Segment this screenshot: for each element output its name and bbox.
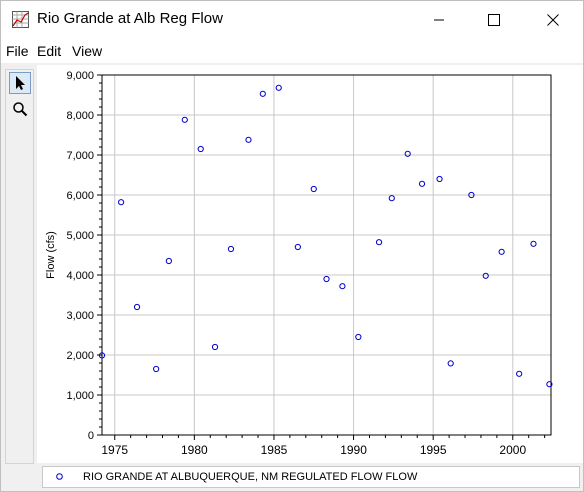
data-point [418, 180, 426, 187]
data-point [181, 116, 188, 123]
y-tick-label: 8,000 [66, 110, 94, 122]
y-tick-label: 0 [88, 430, 94, 442]
data-point [546, 381, 553, 388]
data-point [133, 303, 141, 311]
chart-app-icon [12, 11, 29, 28]
data-point [197, 145, 204, 153]
legend-marker-icon [56, 473, 63, 480]
arrow-pointer-icon [16, 76, 25, 90]
close-icon [547, 14, 559, 26]
data-point [436, 175, 443, 183]
y-tick-label: 9,000 [66, 70, 94, 82]
data-point [530, 240, 537, 247]
y-tick-label: 5,000 [66, 230, 94, 242]
data-point [482, 272, 489, 279]
scatter-chart[interactable]: 0 1,000 2,000 3,000 4,000 5,000 6,000 7,000 8,00… [37, 65, 583, 463]
data-point [98, 352, 106, 359]
legend: RIO GRANDE AT ALBUQUERQUE, NM REGULATED … [42, 466, 580, 488]
select-tool-button[interactable] [9, 72, 31, 94]
x-tick-label: 1980 [181, 443, 208, 457]
data-point [355, 333, 362, 341]
minimize-icon [434, 19, 444, 21]
legend-label: RIO GRANDE AT ALBUQUERQUE, NM REGULATED … [83, 471, 418, 483]
zoom-tool-button[interactable] [9, 98, 31, 120]
plot-toolbar [5, 69, 34, 464]
data-point [259, 90, 266, 97]
data-point [498, 248, 505, 255]
data-point [310, 185, 317, 193]
data-point [323, 275, 330, 283]
minimize-button[interactable] [416, 1, 462, 39]
x-tick-label: 1990 [340, 443, 367, 457]
y-tick-label: 2,000 [66, 350, 94, 362]
data-point [339, 283, 346, 290]
close-button[interactable] [530, 1, 576, 39]
menu-file[interactable]: File [6, 43, 29, 59]
data-point [516, 370, 523, 377]
y-tick-label: 3,000 [66, 310, 94, 322]
data-point [227, 245, 235, 253]
magnifier-icon [13, 102, 28, 117]
y-tick-label: 4,000 [66, 270, 94, 282]
x-tick-label: 1985 [261, 443, 288, 457]
data-point [211, 343, 219, 351]
title-bar[interactable]: Rio Grande at Alb Reg Flow [1, 1, 583, 39]
data-point [388, 195, 395, 202]
y-axis-label: Flow (cfs) [45, 231, 57, 279]
y-tick-label: 7,000 [66, 150, 94, 162]
maximize-icon [488, 14, 500, 26]
window-title: Rio Grande at Alb Reg Flow [37, 10, 223, 27]
y-tick-label: 6,000 [66, 190, 94, 202]
data-point [118, 199, 125, 206]
y-tick-label: 1,000 [66, 390, 94, 402]
data-point [153, 365, 160, 373]
data-point [245, 136, 252, 143]
plot-frame [101, 74, 552, 436]
menu-bar: File Edit View [1, 39, 583, 63]
x-tick-label: 1995 [420, 443, 447, 457]
data-point [468, 191, 475, 199]
data-point [404, 150, 411, 157]
menu-edit[interactable]: Edit [37, 43, 62, 59]
maximize-button[interactable] [471, 1, 517, 39]
data-point [294, 243, 301, 251]
data-point [165, 257, 172, 265]
data-point [375, 239, 383, 246]
data-point [447, 360, 454, 367]
x-tick-label: 1975 [101, 443, 128, 457]
plot-area: 0 1,000 2,000 3,000 4,000 5,000 6,000 7,000 8,00… [37, 65, 583, 463]
menu-view[interactable]: View [72, 43, 103, 59]
x-tick-label: 2000 [499, 443, 526, 457]
data-point [275, 84, 282, 91]
